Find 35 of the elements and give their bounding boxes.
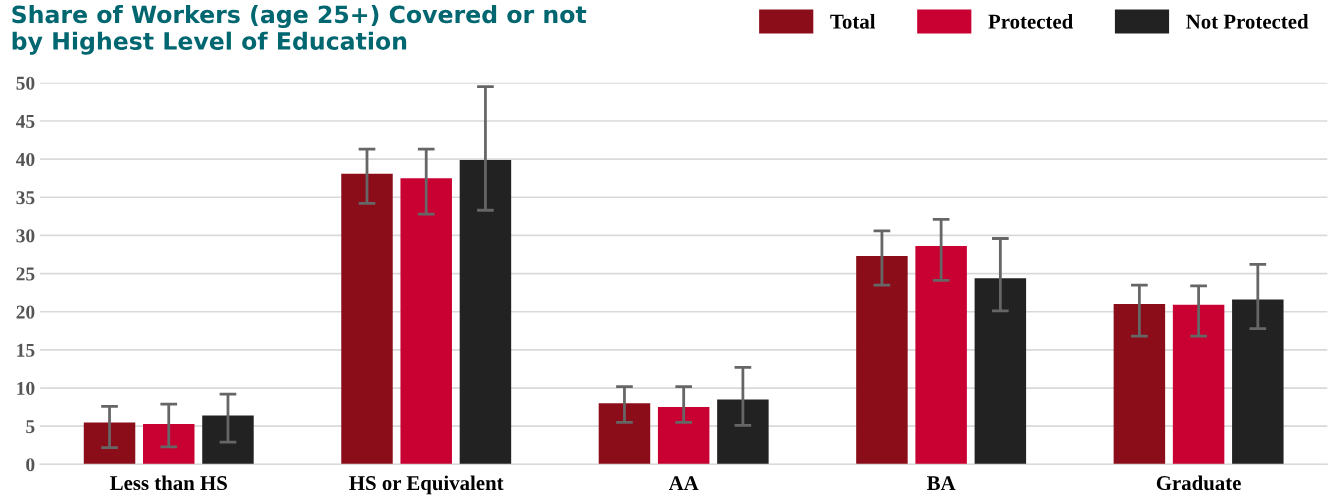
- x-tick-label: HS or Equivalent: [349, 475, 504, 495]
- bar: [459, 159, 512, 465]
- bar: [83, 422, 136, 465]
- y-tick-label: 20: [16, 305, 35, 319]
- legend-label: Not Protected: [1186, 14, 1309, 29]
- x-tick-label: BA: [927, 476, 956, 490]
- y-tick-label: 50: [16, 76, 35, 90]
- bar: [400, 178, 452, 465]
- bar: [341, 173, 393, 465]
- y-tick-label: 30: [16, 229, 35, 243]
- y-tick-label: 25: [16, 267, 35, 281]
- bar: [1172, 304, 1225, 465]
- y-tick-label: 5: [26, 420, 35, 434]
- bar: [598, 403, 651, 465]
- bar: [974, 278, 1027, 465]
- y-tick-label: 45: [15, 114, 35, 128]
- bar: [856, 256, 908, 465]
- y-tick-label: 35: [16, 191, 35, 205]
- x-tick-label: AA: [668, 476, 699, 490]
- y-tick-label: 10: [17, 381, 35, 395]
- bar: [717, 399, 769, 465]
- legend-label: Protected: [988, 14, 1074, 29]
- bar: [143, 423, 195, 465]
- bar: [1113, 304, 1166, 465]
- x-tick-label: Graduate: [1156, 475, 1241, 491]
- y-tick-label: 15: [17, 343, 35, 357]
- bar: [915, 246, 967, 465]
- bar: [202, 415, 254, 465]
- x-tick-label: Less than HS: [110, 475, 227, 491]
- y-tick-label: 40: [15, 152, 35, 167]
- y-tick-label: 0: [26, 458, 35, 472]
- bar: [1232, 299, 1284, 465]
- legend-label: Total: [830, 14, 876, 29]
- chart-title: Share of Workers (age 25+) Covered or not by Highest Level of Education: [12, 5, 587, 55]
- bar: [657, 407, 710, 465]
